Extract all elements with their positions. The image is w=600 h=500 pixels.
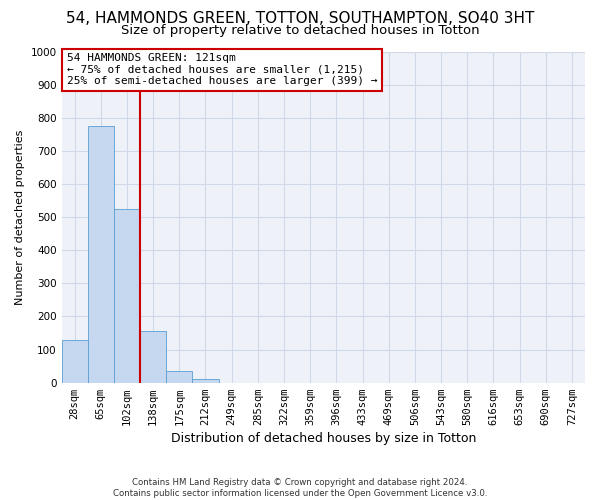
Text: Size of property relative to detached houses in Totton: Size of property relative to detached ho…	[121, 24, 479, 37]
Bar	[62, 340, 88, 382]
Text: 54, HAMMONDS GREEN, TOTTON, SOUTHAMPTON, SO40 3HT: 54, HAMMONDS GREEN, TOTTON, SOUTHAMPTON,…	[66, 11, 534, 26]
Bar	[88, 126, 114, 382]
Text: Contains HM Land Registry data © Crown copyright and database right 2024.
Contai: Contains HM Land Registry data © Crown c…	[113, 478, 487, 498]
Bar	[193, 380, 218, 382]
Text: 54 HAMMONDS GREEN: 121sqm
← 75% of detached houses are smaller (1,215)
25% of se: 54 HAMMONDS GREEN: 121sqm ← 75% of detac…	[67, 53, 377, 86]
Bar	[140, 332, 166, 382]
X-axis label: Distribution of detached houses by size in Totton: Distribution of detached houses by size …	[170, 432, 476, 445]
Bar	[166, 371, 193, 382]
Bar	[114, 209, 140, 382]
Y-axis label: Number of detached properties: Number of detached properties	[15, 130, 25, 305]
